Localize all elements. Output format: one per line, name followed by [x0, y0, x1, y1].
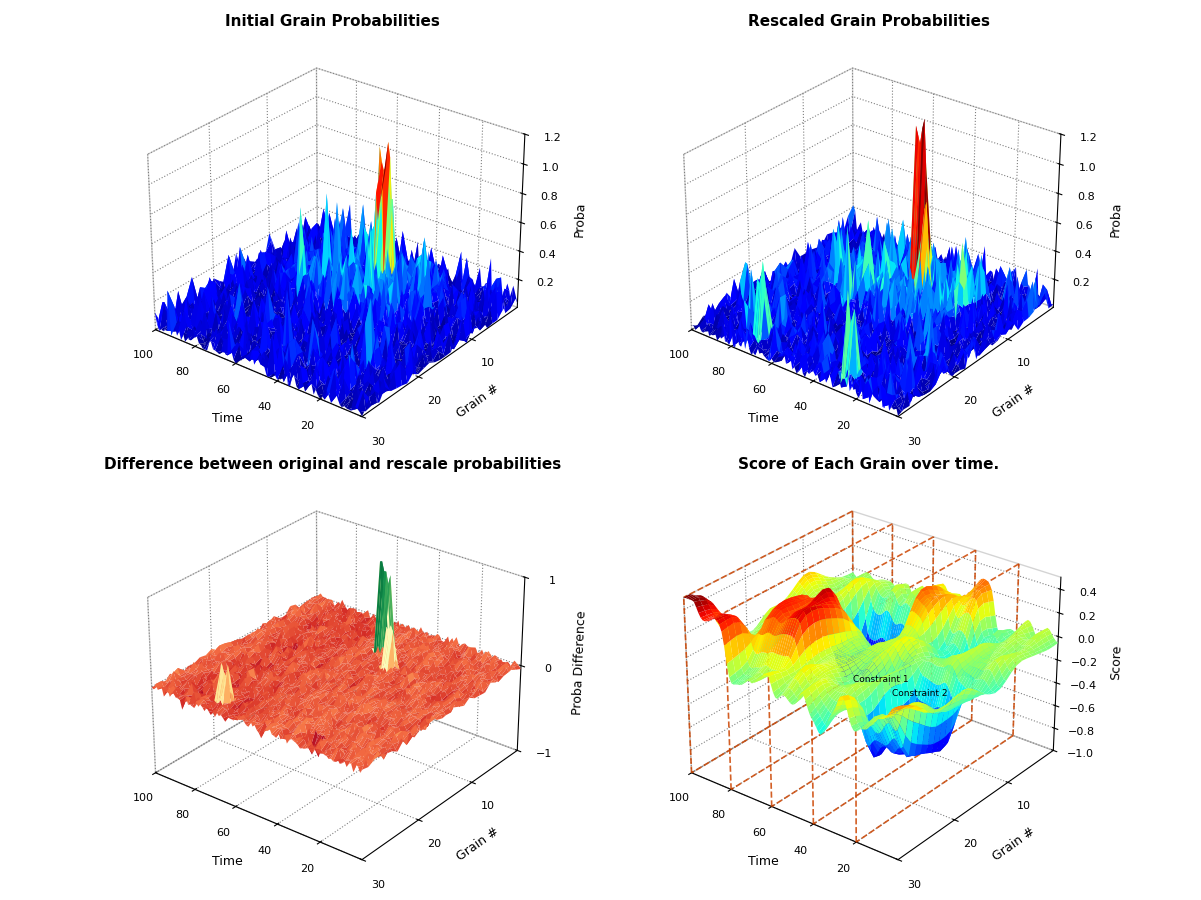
Y-axis label: Grain #: Grain #: [454, 825, 501, 864]
Title: Difference between original and rescale probabilities: Difference between original and rescale …: [103, 457, 561, 472]
X-axis label: Time: Time: [213, 411, 243, 425]
X-axis label: Time: Time: [748, 855, 779, 868]
Title: Initial Grain Probabilities: Initial Grain Probabilities: [225, 14, 440, 29]
Title: Score of Each Grain over time.: Score of Each Grain over time.: [737, 457, 999, 472]
Y-axis label: Grain #: Grain #: [990, 382, 1038, 421]
Y-axis label: Grain #: Grain #: [990, 825, 1038, 864]
Y-axis label: Grain #: Grain #: [454, 382, 501, 421]
X-axis label: Time: Time: [213, 855, 243, 868]
X-axis label: Time: Time: [748, 411, 779, 425]
Title: Rescaled Grain Probabilities: Rescaled Grain Probabilities: [747, 14, 990, 29]
